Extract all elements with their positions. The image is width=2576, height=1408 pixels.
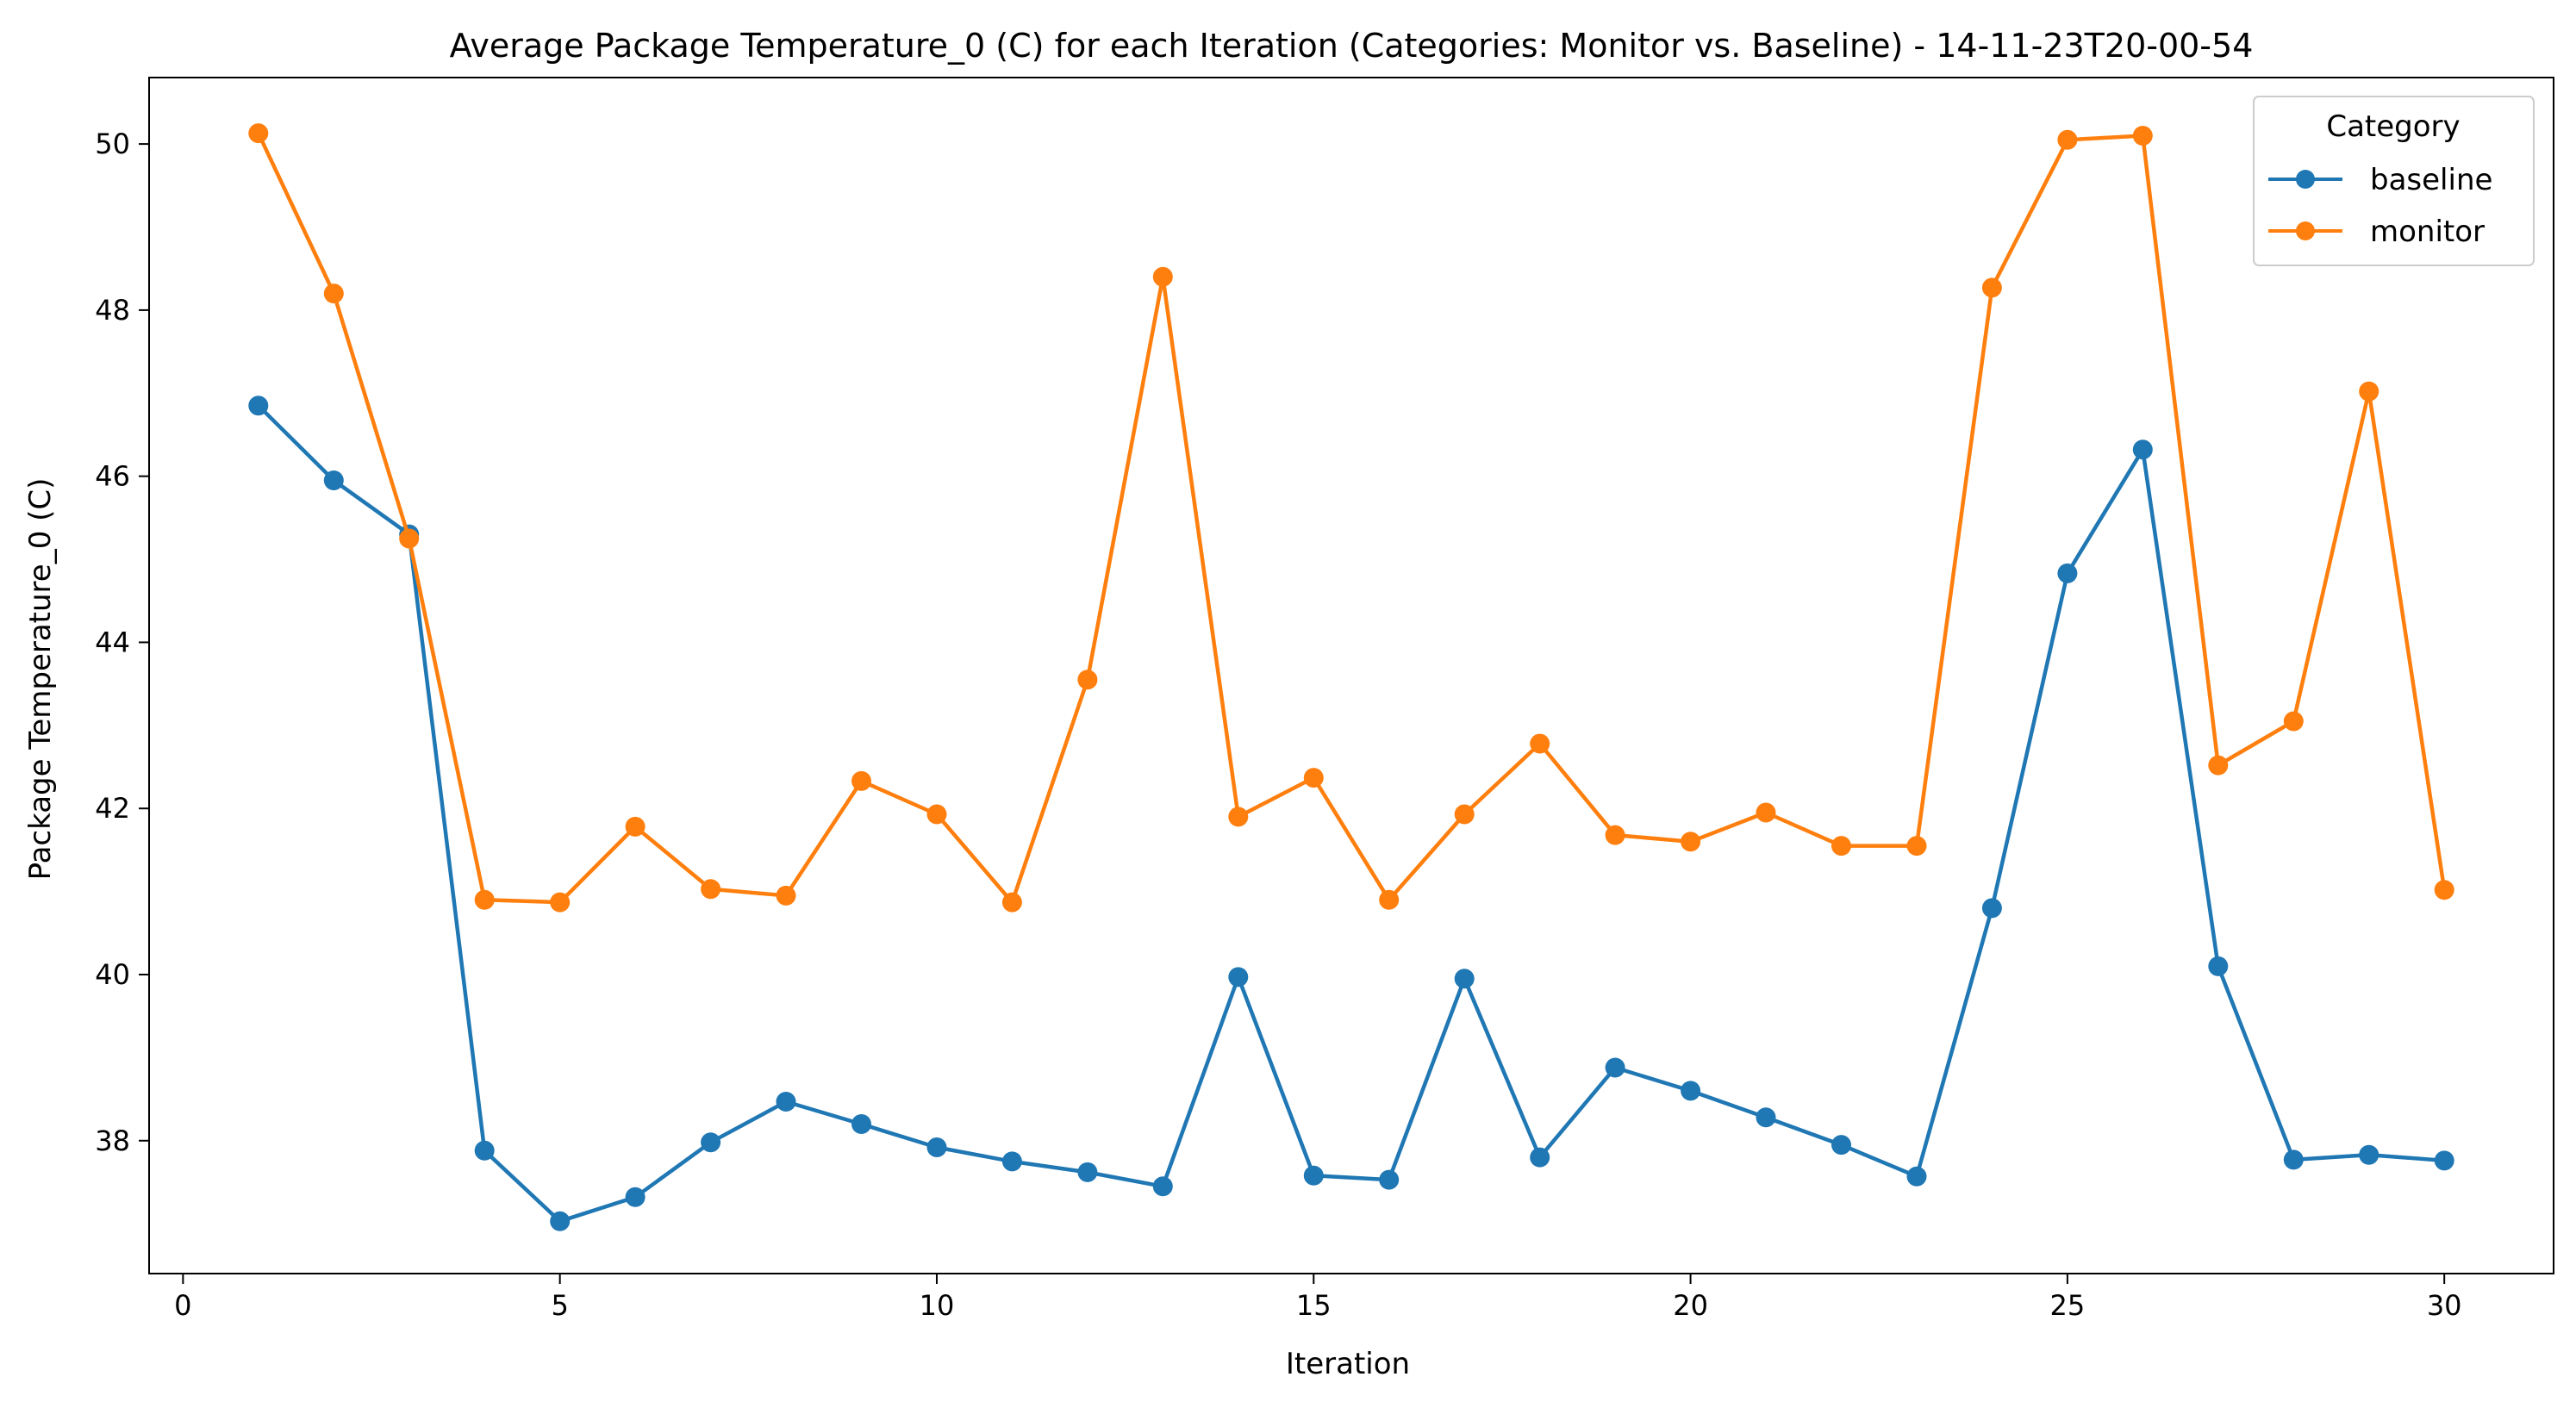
x-tick-label-10: 10 [920,1289,955,1322]
data-point-baseline-20 [1681,1081,1701,1101]
data-point-baseline-22 [1831,1135,1851,1156]
y-tick-label-44: 44 [95,626,130,658]
data-point-monitor-28 [2283,711,2304,732]
data-point-baseline-24 [1981,898,2002,919]
x-tick-label-20: 20 [1673,1289,1708,1322]
data-point-monitor-7 [701,879,721,900]
data-point-baseline-7 [701,1132,721,1153]
legend-baseline-marker [2296,170,2315,189]
data-point-monitor-16 [1379,889,1400,910]
data-point-baseline-9 [851,1114,871,1134]
y-tick-label-48: 48 [95,294,130,327]
data-point-baseline-4 [474,1140,495,1161]
data-point-baseline-2 [323,470,344,490]
data-point-baseline-25 [2057,563,2078,583]
y-tick-label-50: 50 [95,128,130,160]
data-point-baseline-15 [1303,1165,1324,1186]
data-point-monitor-15 [1303,768,1324,788]
data-point-monitor-21 [1756,802,1776,823]
y-tick-label-42: 42 [95,792,130,825]
data-point-baseline-16 [1379,1169,1400,1190]
data-point-baseline-17 [1454,969,1475,989]
data-point-monitor-26 [2132,126,2153,146]
legend-title: Category [2326,109,2460,144]
data-point-monitor-14 [1228,807,1249,827]
data-point-monitor-2 [323,283,344,304]
data-point-baseline-14 [1228,967,1249,987]
x-tick-label-5: 5 [551,1289,568,1322]
legend-baseline-label: baseline [2370,163,2492,197]
data-point-baseline-12 [1077,1162,1098,1182]
data-point-monitor-11 [1001,892,1022,913]
axes-frame [148,77,2554,1274]
data-point-monitor-25 [2057,129,2078,150]
x-tick-label-15: 15 [1296,1289,1332,1322]
data-point-baseline-13 [1152,1176,1173,1197]
data-point-monitor-13 [1152,266,1173,287]
x-tick-label-30: 30 [2427,1289,2462,1322]
data-point-monitor-18 [1530,733,1550,754]
data-point-baseline-11 [1001,1151,1022,1172]
series-line-monitor [256,132,2447,905]
chart-title: Average Package Temperature_0 (C) for ea… [450,27,2254,65]
y-tick-label-38: 38 [95,1125,130,1157]
data-point-monitor-27 [2208,755,2229,776]
data-point-baseline-30 [2434,1150,2454,1171]
data-point-baseline-19 [1605,1057,1625,1078]
legend: Category baseline monitor [2253,96,2535,266]
data-point-baseline-21 [1756,1107,1776,1128]
data-point-baseline-6 [625,1187,646,1207]
data-point-monitor-19 [1605,825,1625,845]
data-point-monitor-20 [1681,832,1701,852]
series-line-baseline [257,404,2445,1224]
legend-box [2253,96,2535,266]
data-point-monitor-10 [926,804,947,825]
data-point-monitor-12 [1077,670,1098,690]
data-point-baseline-10 [926,1137,947,1157]
data-point-monitor-3 [399,528,420,549]
y-tick-label-40: 40 [95,958,130,991]
data-point-baseline-8 [776,1092,796,1112]
data-point-monitor-5 [550,892,571,913]
y-axis-label: Package Temperature_0 (C) [23,478,58,881]
data-point-monitor-22 [1831,836,1851,857]
data-point-baseline-18 [1530,1147,1550,1168]
x-axis-label: Iteration [1286,1347,1410,1381]
data-point-monitor-1 [248,123,269,144]
data-point-monitor-6 [625,816,646,837]
data-point-baseline-23 [1906,1166,1927,1187]
data-point-baseline-1 [248,396,269,416]
y-tick-label-46: 46 [95,460,130,493]
x-tick-label-25: 25 [2050,1289,2086,1322]
data-point-monitor-30 [2434,880,2454,900]
data-point-baseline-27 [2208,956,2229,976]
plot-area: 0 5 10 15 20 25 30 38 40 42 44 46 48 50 [95,77,2554,1322]
legend-monitor-marker [2296,221,2315,240]
data-point-monitor-4 [474,889,495,910]
data-point-baseline-29 [2359,1144,2380,1165]
data-point-monitor-24 [1981,277,2002,298]
data-point-monitor-23 [1906,836,1927,857]
data-point-baseline-5 [550,1211,571,1231]
data-point-monitor-8 [776,885,796,906]
data-point-monitor-29 [2359,381,2380,402]
data-point-monitor-9 [851,770,871,791]
data-point-baseline-28 [2283,1149,2304,1170]
data-point-monitor-17 [1454,804,1475,825]
x-tick-label-0: 0 [174,1289,191,1322]
legend-monitor-label: monitor [2370,215,2485,249]
data-point-baseline-26 [2132,439,2153,460]
